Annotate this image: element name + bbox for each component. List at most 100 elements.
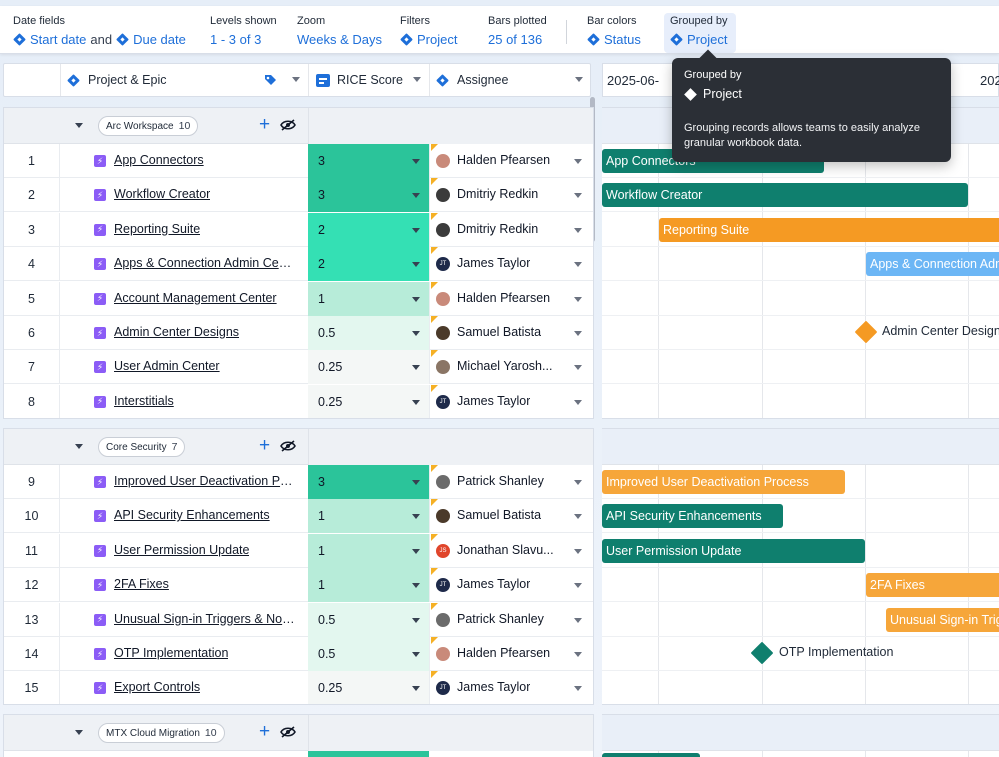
table-row[interactable]: 12 ⚡ 2FA Fixes 1 JT James Taylor (4, 568, 593, 603)
table-row[interactable]: 6 ⚡ Admin Center Designs 0.5 Samuel Batista (4, 316, 593, 350)
collapse-chevron-icon[interactable] (75, 444, 83, 449)
add-record-icon[interactable]: + (259, 721, 271, 742)
assignee-cell[interactable]: JT James Taylor (429, 384, 593, 418)
epic-cell[interactable]: ⚡ Admin Center Designs (60, 316, 308, 350)
gantt-bar[interactable]: Reporting Suite (659, 217, 999, 242)
epic-link[interactable]: OTP Implementation (114, 646, 229, 660)
epic-link[interactable]: Improved User Deactivation Pro... (114, 474, 296, 488)
rice-score-cell[interactable]: 3 (308, 178, 429, 213)
chevron-down-icon[interactable] (412, 331, 420, 336)
add-record-icon[interactable]: + (259, 435, 271, 456)
epic-cell[interactable]: ⚡ Export Controls (60, 671, 308, 704)
collapse-chevron-icon[interactable] (75, 123, 83, 128)
gantt-bar[interactable]: Apps & Connection Admin Center (866, 252, 999, 277)
assignee-cell[interactable]: JT James Taylor (429, 568, 593, 603)
chevron-down-icon[interactable] (574, 262, 582, 268)
rice-score-cell[interactable]: 2 (308, 247, 429, 282)
epic-cell[interactable]: ⚡ Workflow Creator (60, 178, 308, 212)
chevron-down-icon[interactable] (574, 686, 582, 692)
table-row[interactable]: 11 ⚡ User Permission Update 1 JS Jonathan Sla… (4, 533, 593, 568)
rice-score-cell[interactable]: 0.25 (308, 671, 429, 704)
chevron-down-icon[interactable] (574, 331, 582, 336)
epic-cell[interactable]: ⚡ Account Management Center (60, 282, 308, 316)
chevron-down-icon[interactable] (412, 514, 420, 520)
epic-cell[interactable]: ⚡ OTP Implementation (60, 637, 308, 671)
chevron-down-icon[interactable] (574, 399, 582, 405)
column-header-rice[interactable]: RICE Score (308, 64, 429, 96)
rice-score-cell[interactable]: 1 (308, 499, 429, 534)
epic-link[interactable]: User Permission Update (114, 542, 250, 557)
rice-score-cell[interactable]: 0.5 (308, 637, 429, 671)
gantt-bar[interactable]: 2FA Fixes (866, 573, 999, 598)
epic-link[interactable]: Apps & Connection Admin Center (114, 256, 296, 271)
hide-eye-icon[interactable] (280, 119, 296, 131)
assignee-cell[interactable]: Halden Pfearsen (429, 637, 593, 671)
gantt-bar[interactable]: Workflow Creator (602, 183, 968, 208)
chevron-down-icon[interactable] (412, 296, 420, 302)
assignee-cell[interactable]: Dmitriy Redkin (429, 212, 593, 247)
filters-value[interactable]: Project (417, 32, 458, 47)
epic-link[interactable]: Workflow Creator (114, 187, 211, 202)
table-row[interactable]: 1 ⚡ App Connectors 3 Halden Pfearsen (4, 144, 593, 178)
chevron-down-icon[interactable] (575, 77, 583, 82)
table-row[interactable]: 7 ⚡ User Admin Center 0.25 Michael Yarosh... (4, 350, 593, 385)
chevron-down-icon[interactable] (412, 227, 420, 233)
chevron-down-icon[interactable] (412, 365, 420, 371)
chevron-down-icon[interactable] (574, 617, 582, 623)
epic-cell[interactable]: ⚡ API Security Enhancements (60, 499, 308, 533)
chevron-down-icon[interactable] (412, 583, 420, 589)
bars-plotted-value[interactable]: 25 of 136 (488, 32, 543, 47)
assignee-cell[interactable]: Michael Yarosh... (429, 350, 593, 385)
gantt-bar[interactable]: API Security Enhancements (602, 504, 783, 529)
chevron-down-icon[interactable] (574, 193, 582, 199)
zoom-value[interactable]: Weeks & Days (297, 32, 383, 47)
add-record-icon[interactable]: + (259, 114, 271, 135)
rice-score-cell[interactable] (308, 751, 429, 757)
rice-score-cell[interactable]: 0.25 (308, 350, 429, 385)
chevron-down-icon[interactable] (574, 365, 582, 371)
chevron-down-icon[interactable] (574, 227, 582, 233)
epic-link[interactable]: User Admin Center (114, 359, 220, 374)
hide-eye-icon[interactable] (280, 440, 296, 452)
chevron-down-icon[interactable] (413, 77, 421, 82)
chevron-down-icon[interactable] (412, 652, 420, 657)
assignee-cell[interactable]: Samuel Batista (429, 499, 593, 534)
assignee-cell[interactable]: JT James Taylor (429, 671, 593, 704)
assignee-cell[interactable]: Halden Pfearsen (429, 144, 593, 178)
rice-score-cell[interactable]: 1 (308, 533, 429, 568)
bar-colors-control[interactable]: Bar colors Status (587, 15, 641, 47)
table-row[interactable]: 8 ⚡ Interstitials 0.25 JT James Taylor (4, 384, 593, 418)
assignee-cell[interactable]: Halden Pfearsen (429, 281, 593, 316)
assignee-cell[interactable]: JT James Taylor (429, 247, 593, 282)
epic-cell[interactable]: ⚡ Unusual Sign-in Triggers & Noti... (60, 603, 308, 637)
date-fields-control[interactable]: Date fields Start date and Due date (13, 15, 186, 47)
bars-plotted-control[interactable]: Bars plotted 25 of 136 (488, 15, 547, 47)
table-row[interactable]: 14 ⚡ OTP Implementation 0.5 Halden Pfearsen (4, 637, 593, 671)
collapse-chevron-icon[interactable] (75, 730, 83, 735)
chevron-down-icon[interactable] (412, 159, 420, 164)
grouped-by-control[interactable]: Grouped by Project (670, 15, 727, 47)
epic-link[interactable]: Admin Center Designs (114, 325, 240, 339)
epic-cell[interactable]: ⚡ App Connectors (60, 144, 308, 178)
epic-link[interactable]: 2FA Fixes (114, 577, 169, 592)
rice-score-cell[interactable]: 0.5 (308, 602, 429, 637)
chevron-down-icon[interactable] (574, 652, 582, 657)
table-row[interactable]: 10 ⚡ API Security Enhancements 1 Samuel Bati… (4, 499, 593, 534)
chevron-down-icon[interactable] (412, 262, 420, 268)
table-row[interactable]: 5 ⚡ Account Management Center 1 Halden Pfear… (4, 281, 593, 316)
grouped-by-value[interactable]: Project (687, 32, 728, 47)
milestone-diamond[interactable] (854, 320, 878, 344)
rice-score-cell[interactable]: 0.5 (308, 316, 429, 350)
epic-cell[interactable]: ⚡ User Admin Center (60, 350, 308, 384)
epic-link[interactable]: App Connectors (114, 153, 204, 167)
gantt-bar[interactable] (602, 753, 700, 757)
assignee-cell[interactable]: Dmitriy Redkin (429, 178, 593, 213)
filters-control[interactable]: Filters Project (400, 15, 457, 47)
chevron-down-icon[interactable] (412, 548, 420, 554)
chevron-down-icon[interactable] (412, 686, 420, 692)
chevron-down-icon[interactable] (412, 617, 420, 623)
milestone-diamond[interactable] (750, 641, 774, 665)
chevron-down-icon[interactable] (574, 583, 582, 589)
epic-link[interactable]: Export Controls (114, 680, 201, 695)
rice-score-cell[interactable]: 1 (308, 281, 429, 316)
